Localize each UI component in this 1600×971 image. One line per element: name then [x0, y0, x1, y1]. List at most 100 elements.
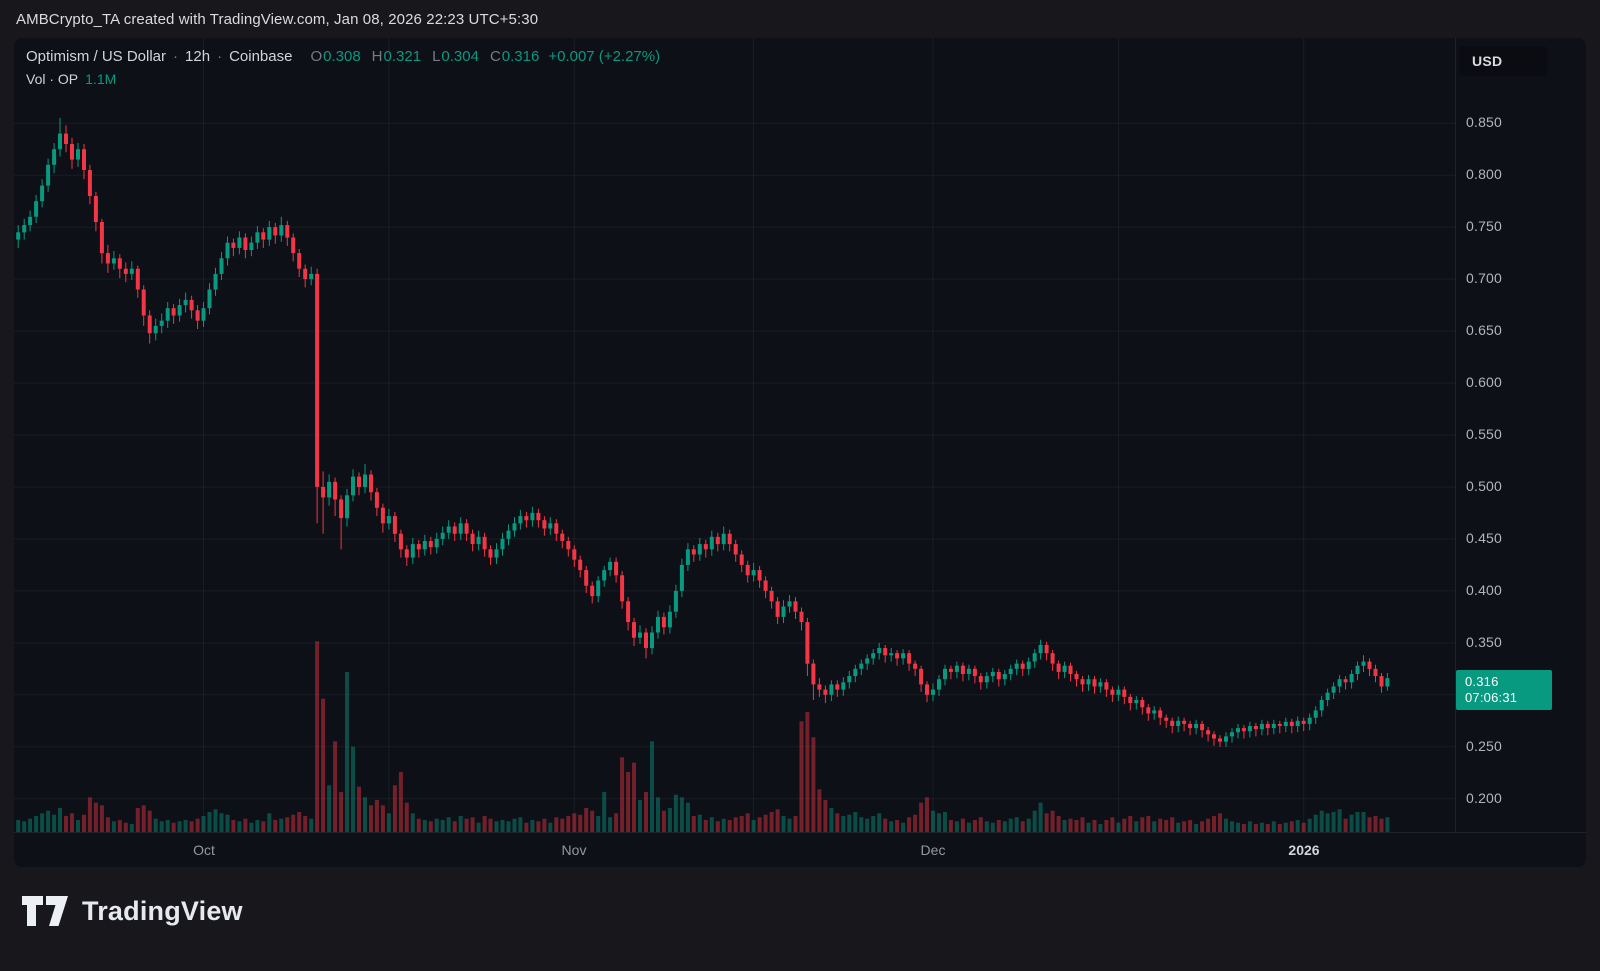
volume-bar	[249, 822, 254, 832]
interval-label[interactable]: 12h	[185, 48, 211, 65]
volume-label[interactable]: Vol · OP	[26, 71, 79, 87]
volume-bar	[422, 820, 427, 832]
candle	[1050, 650, 1055, 671]
volume-bar	[1080, 817, 1085, 832]
time-label: Dec	[920, 842, 946, 858]
candle	[321, 471, 326, 534]
candle	[1265, 720, 1270, 736]
volume-bar	[255, 820, 260, 832]
price-tick-label: 0.600	[1466, 374, 1503, 390]
volume-bar	[620, 757, 625, 832]
volume-bar	[22, 821, 27, 832]
volume-bar	[667, 808, 672, 832]
tradingview-branding[interactable]: TradingView	[22, 890, 243, 932]
candle	[147, 310, 152, 344]
tradingview-logo-icon	[22, 896, 68, 926]
symbol-title[interactable]: Optimism / US Dollar	[26, 48, 167, 65]
candle	[817, 678, 822, 697]
volume-bar	[1325, 813, 1330, 832]
candlestick-chart[interactable]	[14, 38, 1455, 832]
volume-bar	[1008, 818, 1013, 832]
candle	[1002, 669, 1007, 686]
volume-bar	[644, 792, 648, 832]
time-label: Oct	[193, 842, 215, 858]
volume-bar	[1176, 822, 1181, 832]
volume-bar	[1301, 822, 1306, 832]
volume-bar	[745, 813, 750, 832]
volume-bar	[52, 814, 57, 832]
candle	[715, 532, 720, 552]
volume-bar	[530, 820, 535, 832]
volume-bar	[948, 820, 953, 832]
volume-bar	[578, 814, 583, 832]
candle	[177, 298, 182, 322]
candle	[990, 667, 995, 683]
volume-bar	[673, 794, 678, 832]
separator-dot: ·	[217, 48, 223, 65]
time-label: Nov	[561, 842, 587, 858]
volume-bar	[147, 810, 152, 832]
volume-bar	[76, 820, 80, 832]
price-scale[interactable]: 0.850 0.800 0.750 0.700 0.650 0.600 0.550 0.500…	[1455, 38, 1586, 832]
volume-bar	[1271, 821, 1276, 832]
candle	[1259, 719, 1264, 736]
candle	[859, 659, 864, 676]
candle	[823, 685, 828, 704]
volume-bar	[1014, 817, 1019, 832]
countdown-timer: 07:06:31	[1465, 690, 1518, 705]
candle	[369, 470, 373, 501]
candle	[1313, 706, 1318, 724]
volume-bar	[440, 820, 445, 832]
candle	[709, 530, 714, 556]
volume-bar	[632, 762, 636, 832]
volume-bar	[410, 813, 415, 832]
candle	[16, 225, 21, 248]
volume-bar	[679, 797, 684, 832]
candle	[207, 283, 212, 315]
candle	[739, 550, 744, 573]
volume-bar	[709, 817, 714, 832]
volume-bar	[865, 818, 870, 832]
volume-bar	[1247, 821, 1252, 832]
volume-bar	[351, 746, 355, 832]
candle	[901, 649, 906, 665]
volume-bar	[428, 821, 433, 832]
open-value: 0.308	[323, 48, 361, 65]
candle	[996, 668, 1001, 687]
candle	[1325, 688, 1330, 707]
candle	[913, 660, 918, 677]
candle	[1253, 722, 1258, 737]
candle	[620, 571, 625, 609]
volume-bar	[584, 808, 589, 832]
volume-bar	[171, 822, 176, 832]
candle	[1008, 664, 1013, 681]
candle	[841, 677, 846, 696]
candle	[488, 545, 493, 565]
volume-bar	[153, 818, 158, 832]
price-tick-label: 0.200	[1466, 790, 1503, 806]
exchange-label: Coinbase	[229, 48, 293, 65]
open-label: O	[310, 48, 323, 65]
close-label: C	[489, 48, 501, 65]
volume-bar	[1385, 817, 1390, 832]
volume-bar	[572, 813, 577, 832]
volume-bar	[231, 820, 236, 832]
candle	[111, 251, 116, 270]
candle	[64, 125, 68, 153]
candle	[524, 511, 529, 528]
candle	[727, 529, 732, 552]
change-value: +0.007 (+2.27%)	[548, 48, 661, 65]
candle	[1158, 707, 1163, 725]
currency-button[interactable]: USD	[1459, 46, 1547, 76]
candle	[960, 662, 965, 682]
volume-bar	[626, 772, 631, 832]
candle	[82, 144, 86, 180]
candle	[339, 495, 344, 550]
candle	[602, 565, 607, 587]
candle	[632, 617, 636, 646]
time-scale[interactable]: Oct Nov Dec 2026	[14, 832, 1586, 867]
volume-bar	[1116, 822, 1121, 832]
volume-bar	[64, 816, 68, 832]
volume-bar	[907, 817, 912, 832]
candle	[954, 661, 959, 679]
